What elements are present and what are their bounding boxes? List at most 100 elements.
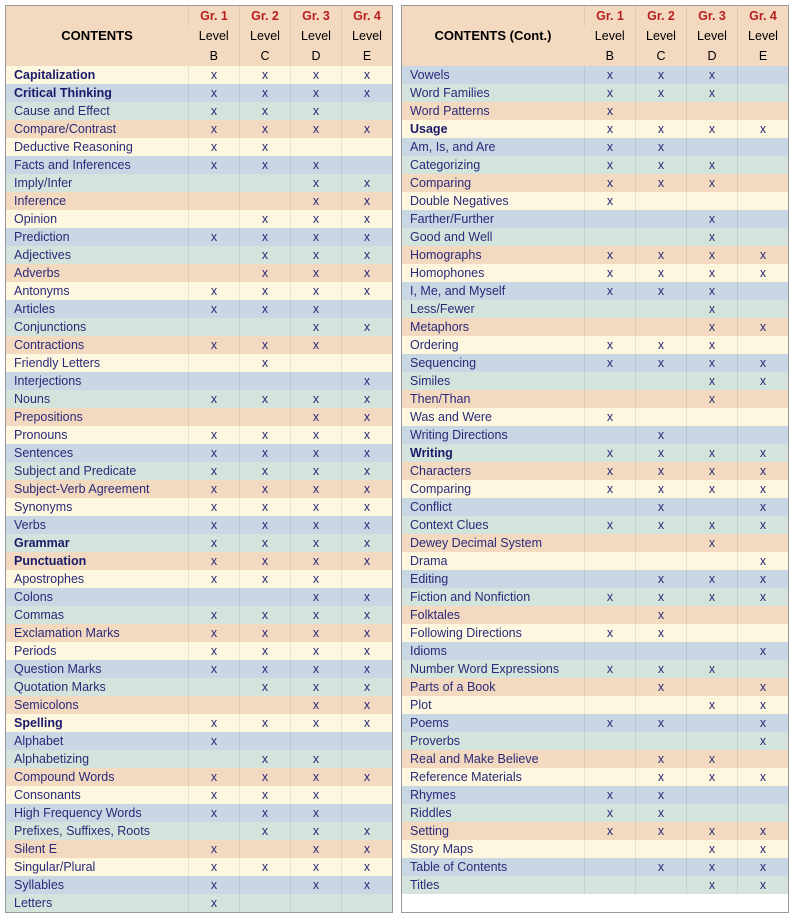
table-row: Facts and Inferencesxxx <box>6 156 392 174</box>
mark-cell <box>738 804 789 822</box>
table-row: Critical Thinkingxxxx <box>6 84 392 102</box>
contents-header: CONTENTS (Cont.) <box>402 6 585 66</box>
mark-cell: x <box>738 732 789 750</box>
row-label: Riddles <box>402 804 585 822</box>
mark-cell: x <box>738 552 789 570</box>
row-label: Characters <box>402 462 585 480</box>
mark-cell: x <box>189 66 240 84</box>
mark-cell <box>687 498 738 516</box>
mark-cell: x <box>189 444 240 462</box>
mark-cell: x <box>189 552 240 570</box>
mark-cell <box>240 588 291 606</box>
mark-cell <box>240 408 291 426</box>
mark-cell <box>291 732 342 750</box>
mark-cell: x <box>342 444 393 462</box>
mark-cell: x <box>636 462 687 480</box>
mark-cell: x <box>189 804 240 822</box>
mark-cell: x <box>189 876 240 894</box>
mark-cell: x <box>687 264 738 282</box>
table-row: Inferencexx <box>6 192 392 210</box>
mark-cell: x <box>240 282 291 300</box>
mark-cell: x <box>636 120 687 138</box>
row-label: Similes <box>402 372 585 390</box>
mark-cell: x <box>291 318 342 336</box>
mark-cell: x <box>342 642 393 660</box>
table-row: Following Directionsxx <box>402 624 788 642</box>
mark-cell <box>687 786 738 804</box>
mark-cell <box>687 642 738 660</box>
mark-cell: x <box>636 246 687 264</box>
mark-cell: x <box>636 858 687 876</box>
row-label: Cause and Effect <box>6 102 189 120</box>
mark-cell <box>189 246 240 264</box>
table-row: Syllablesxxx <box>6 876 392 894</box>
mark-cell: x <box>585 174 636 192</box>
mark-cell: x <box>291 606 342 624</box>
mark-cell: x <box>291 678 342 696</box>
mark-cell: x <box>189 138 240 156</box>
mark-cell: x <box>636 678 687 696</box>
mark-cell: x <box>585 336 636 354</box>
mark-cell: x <box>738 768 789 786</box>
mark-cell: x <box>687 174 738 192</box>
table-row: Capitalizationxxxx <box>6 66 392 84</box>
row-label: Exclamation Marks <box>6 624 189 642</box>
mark-cell <box>687 606 738 624</box>
mark-cell: x <box>687 696 738 714</box>
row-label: Periods <box>6 642 189 660</box>
mark-cell: x <box>738 480 789 498</box>
mark-cell: x <box>342 462 393 480</box>
row-label: Conjunctions <box>6 318 189 336</box>
col-header-letter-0: B <box>585 46 636 66</box>
col-header-level-1: Level <box>636 26 687 46</box>
mark-cell: x <box>291 840 342 858</box>
mark-cell <box>738 66 789 84</box>
mark-cell <box>189 174 240 192</box>
row-label: High Frequency Words <box>6 804 189 822</box>
mark-cell: x <box>189 660 240 678</box>
mark-cell: x <box>291 390 342 408</box>
table-row: Settingxxxx <box>402 822 788 840</box>
mark-cell: x <box>342 534 393 552</box>
mark-cell: x <box>585 822 636 840</box>
mark-cell: x <box>240 714 291 732</box>
mark-cell: x <box>291 282 342 300</box>
mark-cell: x <box>585 84 636 102</box>
col-header-level-2: Level <box>687 26 738 46</box>
mark-cell: x <box>189 102 240 120</box>
mark-cell: x <box>240 462 291 480</box>
table-row: Semicolonsxx <box>6 696 392 714</box>
mark-cell <box>291 372 342 390</box>
table-row: Prefixes, Suffixes, Rootsxxx <box>6 822 392 840</box>
mark-cell: x <box>189 732 240 750</box>
row-label: Number Word Expressions <box>402 660 585 678</box>
row-label: Parts of a Book <box>402 678 585 696</box>
mark-cell: x <box>189 534 240 552</box>
mark-cell: x <box>342 624 393 642</box>
mark-cell <box>687 804 738 822</box>
mark-cell: x <box>687 390 738 408</box>
mark-cell: x <box>342 264 393 282</box>
mark-cell: x <box>240 804 291 822</box>
mark-cell <box>189 696 240 714</box>
table-row: Compare/Contrastxxxx <box>6 120 392 138</box>
mark-cell <box>738 84 789 102</box>
mark-cell: x <box>687 84 738 102</box>
mark-cell <box>738 786 789 804</box>
row-label: Subject and Predicate <box>6 462 189 480</box>
mark-cell: x <box>342 714 393 732</box>
row-label: Capitalization <box>6 66 189 84</box>
table-row: Writing Directionsx <box>402 426 788 444</box>
mark-cell: x <box>240 642 291 660</box>
col-header-gr-0: Gr. 1 <box>189 6 240 26</box>
mark-cell: x <box>585 786 636 804</box>
mark-cell: x <box>291 498 342 516</box>
mark-cell: x <box>342 246 393 264</box>
mark-cell: x <box>189 282 240 300</box>
mark-cell: x <box>342 120 393 138</box>
mark-cell: x <box>342 372 393 390</box>
mark-cell <box>738 624 789 642</box>
row-label: Dewey Decimal System <box>402 534 585 552</box>
row-label: Comparing <box>402 480 585 498</box>
mark-cell: x <box>342 480 393 498</box>
